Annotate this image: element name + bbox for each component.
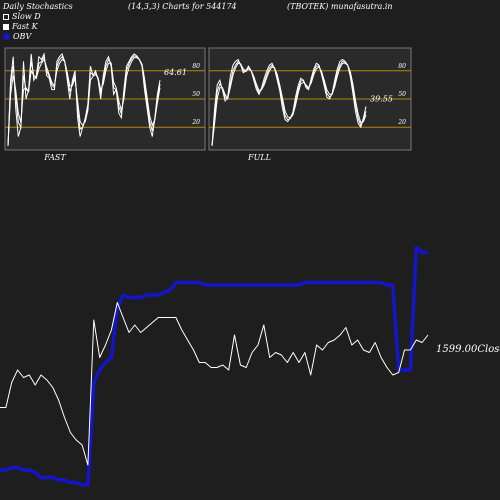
slow-d-swatch [3,13,9,20]
full-ytick-label: 80 [398,63,406,70]
full-ytick-label: 50 [398,91,406,98]
legend-slow-d: Slow D [3,12,41,21]
fast-panel-label: FAST [43,153,66,162]
legend-obv: OBV [3,32,31,41]
obv-swatch [3,33,10,40]
full-stoch-line-2 [211,62,367,147]
chart-title: Daily Stochastics [3,2,73,11]
full-ytick-label: 20 [397,119,406,126]
chart-source: (TBOTEK) munafasutra.in [287,2,393,11]
fast-k-swatch [3,23,9,30]
fast-ytick-label: 80 [192,63,200,70]
slow-d-label: Slow D [12,12,41,21]
fast-ytick-label: 50 [192,91,200,98]
fast-stoch-line-2 [7,57,161,147]
obv-line [0,245,428,487]
fast-ytick-label: 20 [191,119,200,126]
full-panel-label: FULL [247,153,271,162]
price-line [0,302,429,466]
full-stoch-line-1 [211,60,367,147]
obv-label: OBV [13,32,32,41]
chart-params: (14,3,3) Charts for 544174 [128,2,237,11]
fast-last-value-label: 64.61 [164,68,187,77]
fast-k-label: Fast K [12,22,38,31]
close-price-label: 1599.00Close [436,344,500,355]
full-last-value-label: 39.55 [370,95,393,104]
legend-fast-k: Fast K [3,22,38,31]
